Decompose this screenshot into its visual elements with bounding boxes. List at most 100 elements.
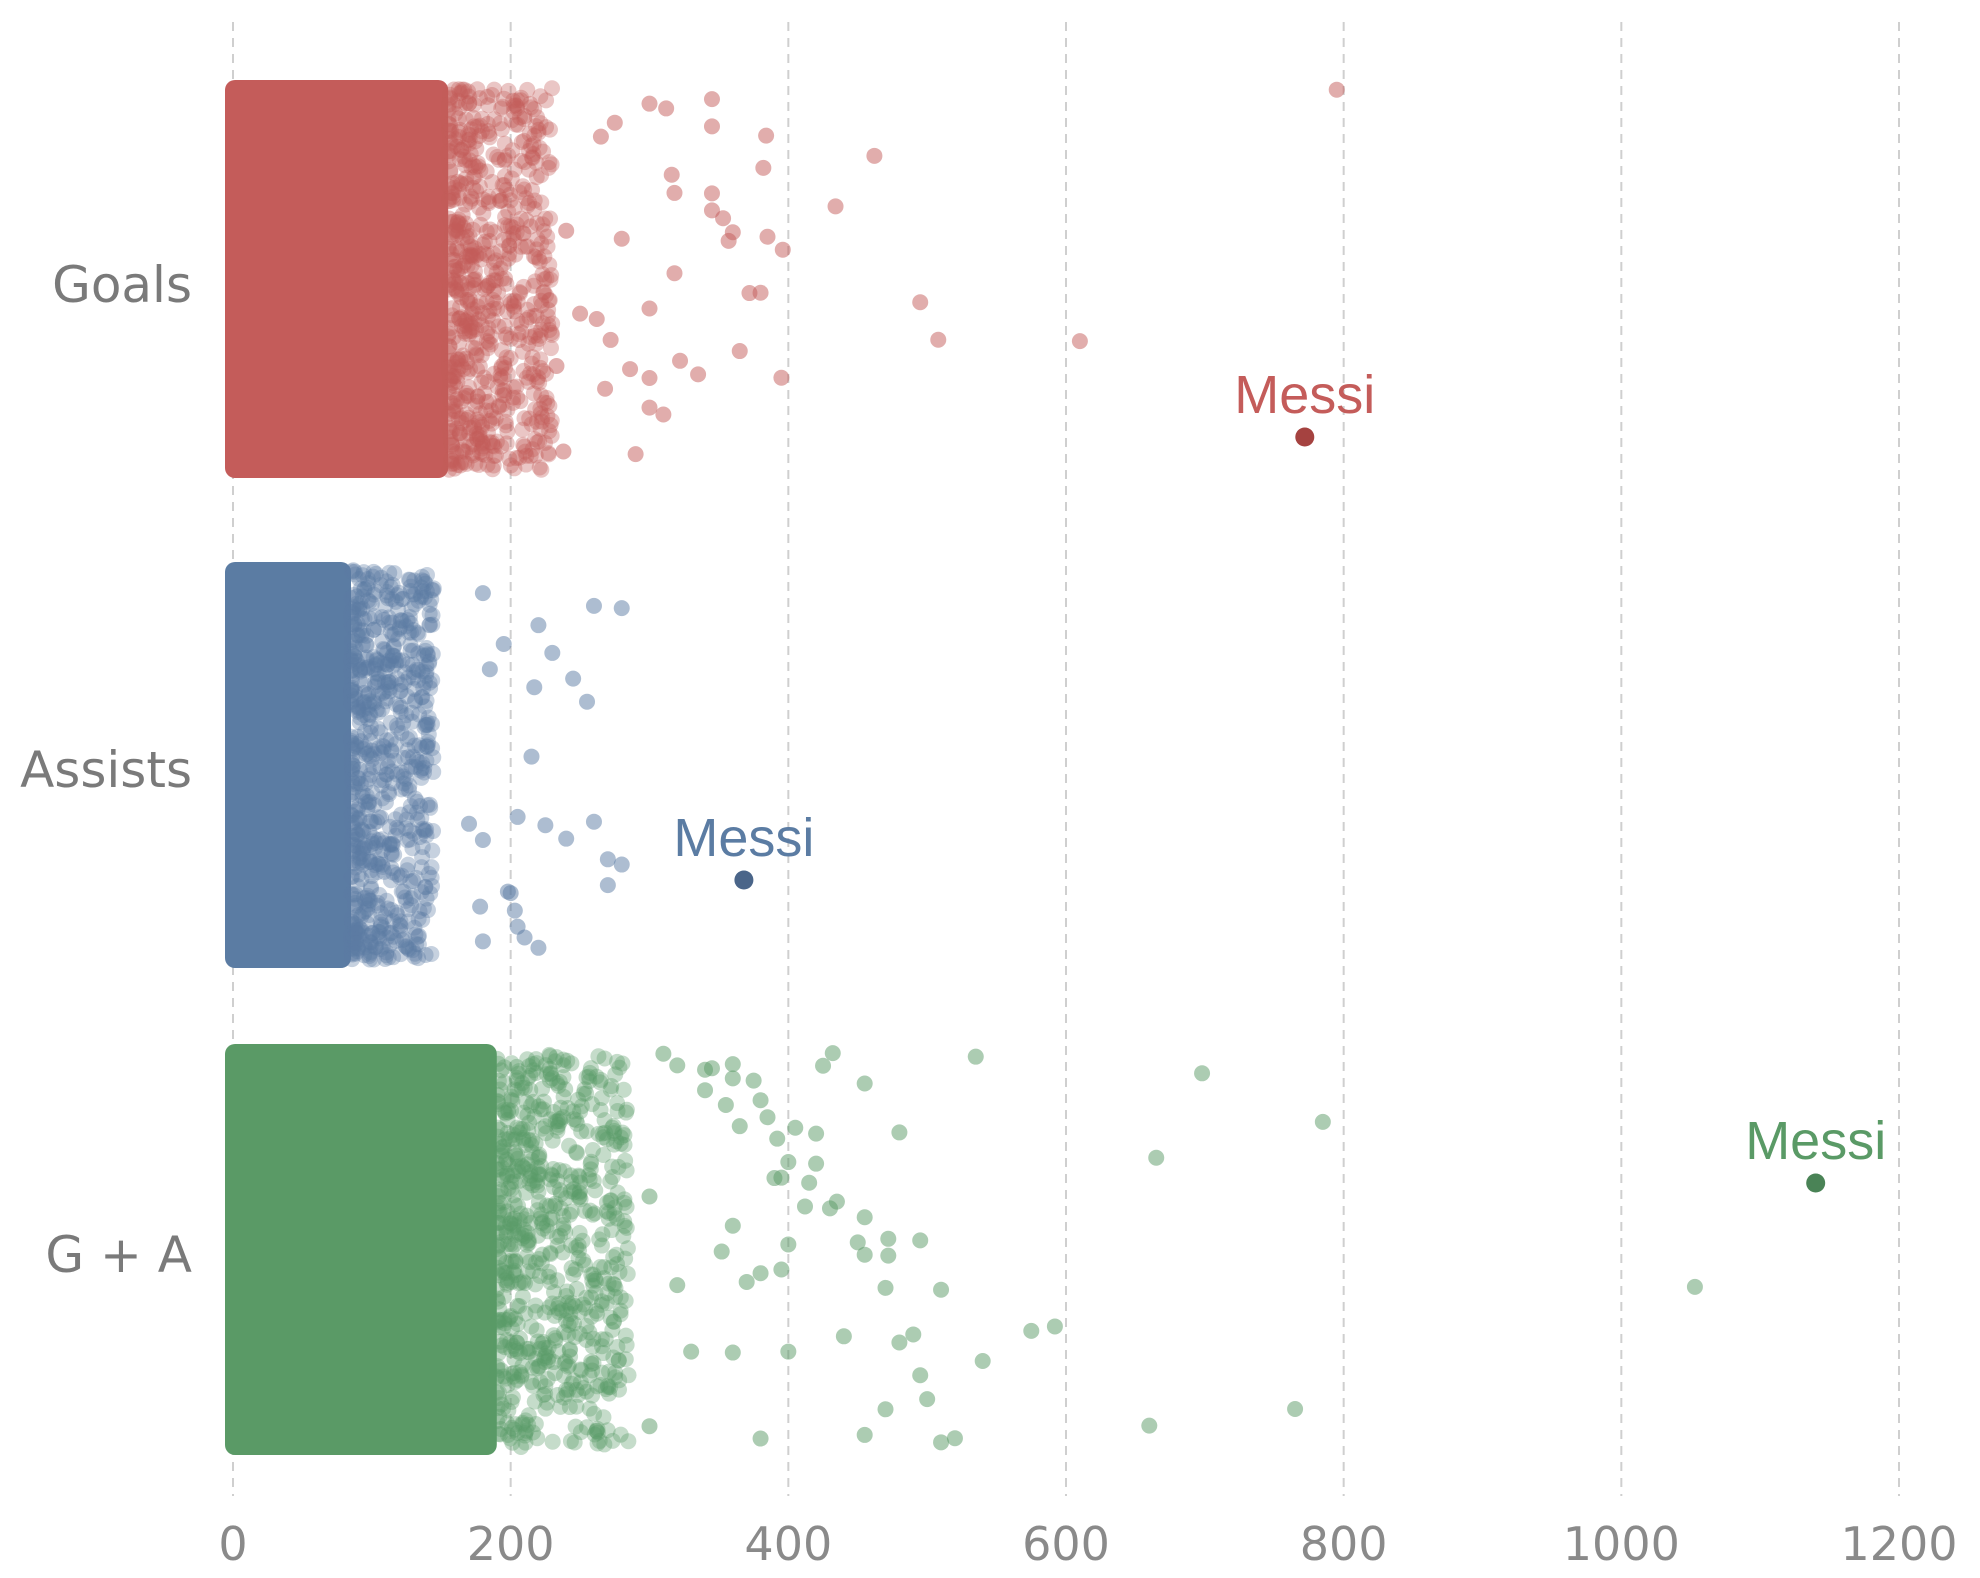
jitter-point <box>524 150 541 167</box>
jitter-point <box>364 925 381 942</box>
jitter-point <box>424 616 441 633</box>
jitter-point <box>410 754 427 771</box>
jitter-point <box>440 353 457 370</box>
jitter-point <box>533 1158 550 1175</box>
jitter-point <box>466 276 483 293</box>
jitter-point <box>457 443 474 460</box>
jitter-point <box>349 838 366 855</box>
jitter-point <box>348 924 365 941</box>
jitter-point <box>523 1136 540 1153</box>
jitter-point <box>450 211 467 228</box>
jitter-point <box>565 1111 582 1128</box>
jitter-point <box>493 100 510 117</box>
jitter-point <box>554 1244 571 1261</box>
jitter-point <box>518 1094 535 1111</box>
jitter-point <box>592 1074 609 1091</box>
jitter-point <box>357 793 374 810</box>
jitter-point <box>535 284 552 301</box>
jitter-point <box>600 1275 617 1292</box>
jitter-point <box>496 1059 513 1076</box>
jitter-point <box>523 1152 540 1169</box>
jitter-point <box>495 90 512 107</box>
data-point <box>724 1217 741 1234</box>
labels: 0 200 400 600 800 1000 1200MessiGoalsMessiAssi… <box>20 256 1957 1571</box>
jitter-point <box>491 1312 508 1329</box>
highlight-label: Messi <box>1234 365 1375 425</box>
jitter-point <box>374 790 391 807</box>
jitter-point <box>380 609 397 626</box>
jitter-point <box>608 1210 625 1227</box>
jitter-point <box>508 450 525 467</box>
jitter-point <box>349 699 366 716</box>
jitter-point <box>503 1088 520 1105</box>
jitter-point <box>493 1396 510 1413</box>
jitter-point <box>369 928 386 945</box>
jitter-point <box>530 330 547 347</box>
jitter-point <box>511 1330 528 1347</box>
data-point <box>599 877 616 894</box>
jitter-point <box>461 228 478 245</box>
jitter-point <box>384 835 401 852</box>
jitter-point <box>498 275 515 292</box>
jitter-point <box>563 1260 580 1277</box>
jitter-point <box>468 182 485 199</box>
jitter-point <box>357 739 374 756</box>
jitter-point <box>514 421 531 438</box>
jitter-point <box>559 1099 576 1116</box>
jitter-point <box>392 682 409 699</box>
data-point <box>769 1130 786 1147</box>
jitter-point <box>383 844 400 861</box>
dense-region <box>225 80 449 478</box>
jitter-point <box>519 1156 536 1173</box>
jitter-point <box>571 1168 588 1185</box>
jitter-point <box>479 246 496 263</box>
jitter-point <box>368 938 385 955</box>
jitter-point <box>347 890 364 907</box>
jitter-point <box>496 386 513 403</box>
jitter-point <box>456 81 473 98</box>
data-point <box>627 446 644 463</box>
jitter-point <box>441 371 458 388</box>
data-point <box>658 100 675 117</box>
jitter-point <box>498 417 515 434</box>
jitter-point <box>503 1342 520 1359</box>
jitter-point <box>441 378 458 395</box>
jitter-point <box>514 1357 531 1374</box>
jitter-point <box>501 230 518 247</box>
jitter-point <box>458 384 475 401</box>
jitter-point <box>352 775 369 792</box>
jitter-point <box>355 701 372 718</box>
jitter-point <box>391 584 408 601</box>
jitter-point <box>355 564 372 581</box>
jitter-point <box>464 221 481 238</box>
jitter-point <box>572 1424 589 1441</box>
jitter-point <box>495 1368 512 1385</box>
jitter-point <box>505 297 522 314</box>
jitter-point <box>414 755 431 772</box>
jitter-point <box>345 930 362 947</box>
jitter-point <box>398 707 415 724</box>
jitter-point <box>362 706 379 723</box>
jitter-point <box>421 653 438 670</box>
jitter-point <box>442 429 459 446</box>
data-point <box>827 198 844 215</box>
jitter-point <box>514 1416 531 1433</box>
jitter-point <box>392 676 409 693</box>
jitter-point <box>515 1273 532 1290</box>
jitter-point <box>539 394 556 411</box>
jitter-point <box>471 426 488 443</box>
jitter-point <box>520 1232 537 1249</box>
jitter-point <box>528 169 545 186</box>
jitter-point <box>505 1126 522 1143</box>
jitter-point <box>425 749 442 766</box>
jitter-point <box>506 161 523 178</box>
jitter-point <box>506 1144 523 1161</box>
jitter-point <box>361 906 378 923</box>
jitter-point <box>507 97 524 114</box>
jitter-point <box>444 411 461 428</box>
jitter-point <box>518 1248 535 1265</box>
jitter-point <box>507 1267 524 1284</box>
jitter-point <box>345 819 362 836</box>
jitter-point <box>492 1224 509 1241</box>
jitter-point <box>555 1216 572 1233</box>
